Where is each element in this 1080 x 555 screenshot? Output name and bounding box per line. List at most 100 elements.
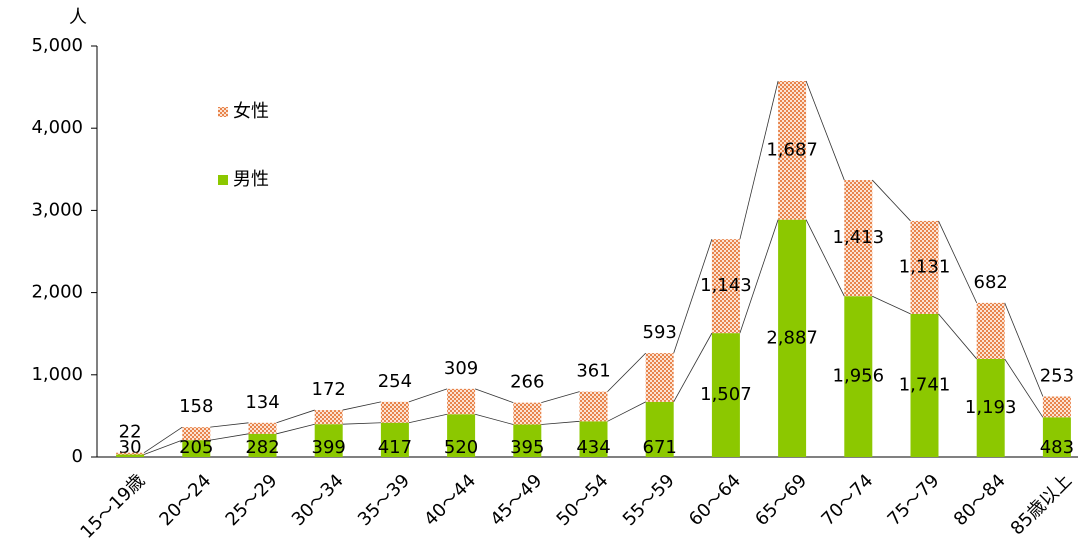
bar-segment xyxy=(248,433,277,457)
bar-segment xyxy=(116,452,145,455)
value-label: 2,887 xyxy=(766,327,818,348)
bar-segment xyxy=(645,353,674,402)
x-tick-label: 40～44 xyxy=(420,470,480,530)
bar-segment xyxy=(380,401,409,423)
bar-segment xyxy=(447,388,476,415)
connector xyxy=(541,420,580,425)
bar-segment xyxy=(1042,417,1071,457)
value-label: 158 xyxy=(179,396,213,417)
connector xyxy=(805,80,845,181)
value-label: 483 xyxy=(1040,437,1074,458)
value-label: 1,413 xyxy=(833,227,885,248)
bar-segment xyxy=(778,219,807,457)
bar-segment xyxy=(910,220,939,314)
value-label: 1,956 xyxy=(833,366,885,387)
bar-segment xyxy=(314,410,343,425)
connector xyxy=(673,332,713,403)
x-tick-label: 30～34 xyxy=(288,470,348,530)
value-label: 1,131 xyxy=(899,256,951,277)
connector xyxy=(408,413,448,424)
value-label: 1,143 xyxy=(700,275,752,296)
value-label: 134 xyxy=(245,392,279,413)
legend-swatch xyxy=(218,107,228,117)
y-tick-label: 0 xyxy=(72,446,83,467)
x-tick-label: 75～79 xyxy=(884,470,944,530)
y-tick-label: 4,000 xyxy=(31,117,83,138)
bar-segment xyxy=(844,296,873,457)
x-tick-label: 80～84 xyxy=(950,470,1010,530)
value-label: 266 xyxy=(510,372,544,393)
bar-segment xyxy=(976,302,1005,359)
connector xyxy=(1004,358,1044,418)
bar-segment xyxy=(380,422,409,457)
value-label: 1,193 xyxy=(965,397,1017,418)
x-tick-label: 45～49 xyxy=(486,470,546,530)
connector xyxy=(1004,302,1044,397)
bar-segment xyxy=(579,391,608,422)
connector xyxy=(607,401,646,422)
value-label: 1,687 xyxy=(766,139,818,160)
connector xyxy=(872,295,911,315)
bar-segment xyxy=(711,239,740,334)
legend-label: 男性 xyxy=(233,169,269,190)
connector xyxy=(143,439,183,455)
y-tick-label: 1,000 xyxy=(31,364,83,385)
connector xyxy=(210,422,249,428)
value-label: 309 xyxy=(444,358,478,379)
bar-segment xyxy=(447,414,476,457)
connector xyxy=(276,409,315,424)
bar-segment xyxy=(182,440,211,457)
connector xyxy=(474,388,514,404)
value-label: 1,507 xyxy=(700,384,752,405)
connector xyxy=(872,179,911,222)
x-tick-label: 55～59 xyxy=(619,470,679,530)
x-tick-label: 35～39 xyxy=(354,470,414,530)
connector xyxy=(938,220,978,304)
connector xyxy=(607,352,646,392)
x-tick-label: 60～64 xyxy=(685,470,745,530)
x-tick-label: 50～54 xyxy=(553,470,613,530)
bar-segment xyxy=(248,422,277,434)
value-label: 282 xyxy=(245,437,279,458)
x-tick-label: 85歳以上 xyxy=(1007,470,1076,539)
value-label: 172 xyxy=(312,379,346,400)
bar-segment xyxy=(1042,396,1071,418)
legend-swatch xyxy=(218,175,228,185)
legend-label: 女性 xyxy=(233,101,269,122)
bar-segment xyxy=(711,333,740,457)
connector xyxy=(342,422,381,425)
value-label: 395 xyxy=(510,437,544,458)
bar-segment xyxy=(910,313,939,457)
value-label: 254 xyxy=(378,371,412,392)
y-unit: 人 xyxy=(69,7,87,28)
x-tick-label: 15～19歳 xyxy=(76,470,149,543)
value-label: 417 xyxy=(378,437,412,458)
connector xyxy=(541,391,580,404)
y-tick-label: 2,000 xyxy=(31,282,83,303)
value-label: 434 xyxy=(576,437,610,458)
connector xyxy=(210,433,249,441)
bar-segment xyxy=(844,180,873,297)
bar-segment xyxy=(116,454,145,457)
bar-segment xyxy=(314,424,343,457)
connector xyxy=(474,413,514,425)
value-label: 399 xyxy=(312,437,346,458)
x-tick-label: 25～29 xyxy=(222,470,282,530)
value-label: 671 xyxy=(643,437,677,458)
bar-segment xyxy=(579,421,608,457)
bar-segment xyxy=(513,424,542,457)
bar-segment xyxy=(976,358,1005,457)
value-label: 593 xyxy=(643,322,677,343)
value-label: 205 xyxy=(179,437,213,458)
connector xyxy=(739,80,779,240)
value-label: 682 xyxy=(974,272,1008,293)
connector xyxy=(938,313,978,360)
bar-segment xyxy=(645,401,674,457)
value-label: 253 xyxy=(1040,366,1074,387)
connector xyxy=(408,388,448,403)
value-label: 1,741 xyxy=(899,374,951,395)
bar-segment xyxy=(778,81,807,220)
bar-segment xyxy=(513,402,542,425)
bar-segment xyxy=(182,427,211,441)
